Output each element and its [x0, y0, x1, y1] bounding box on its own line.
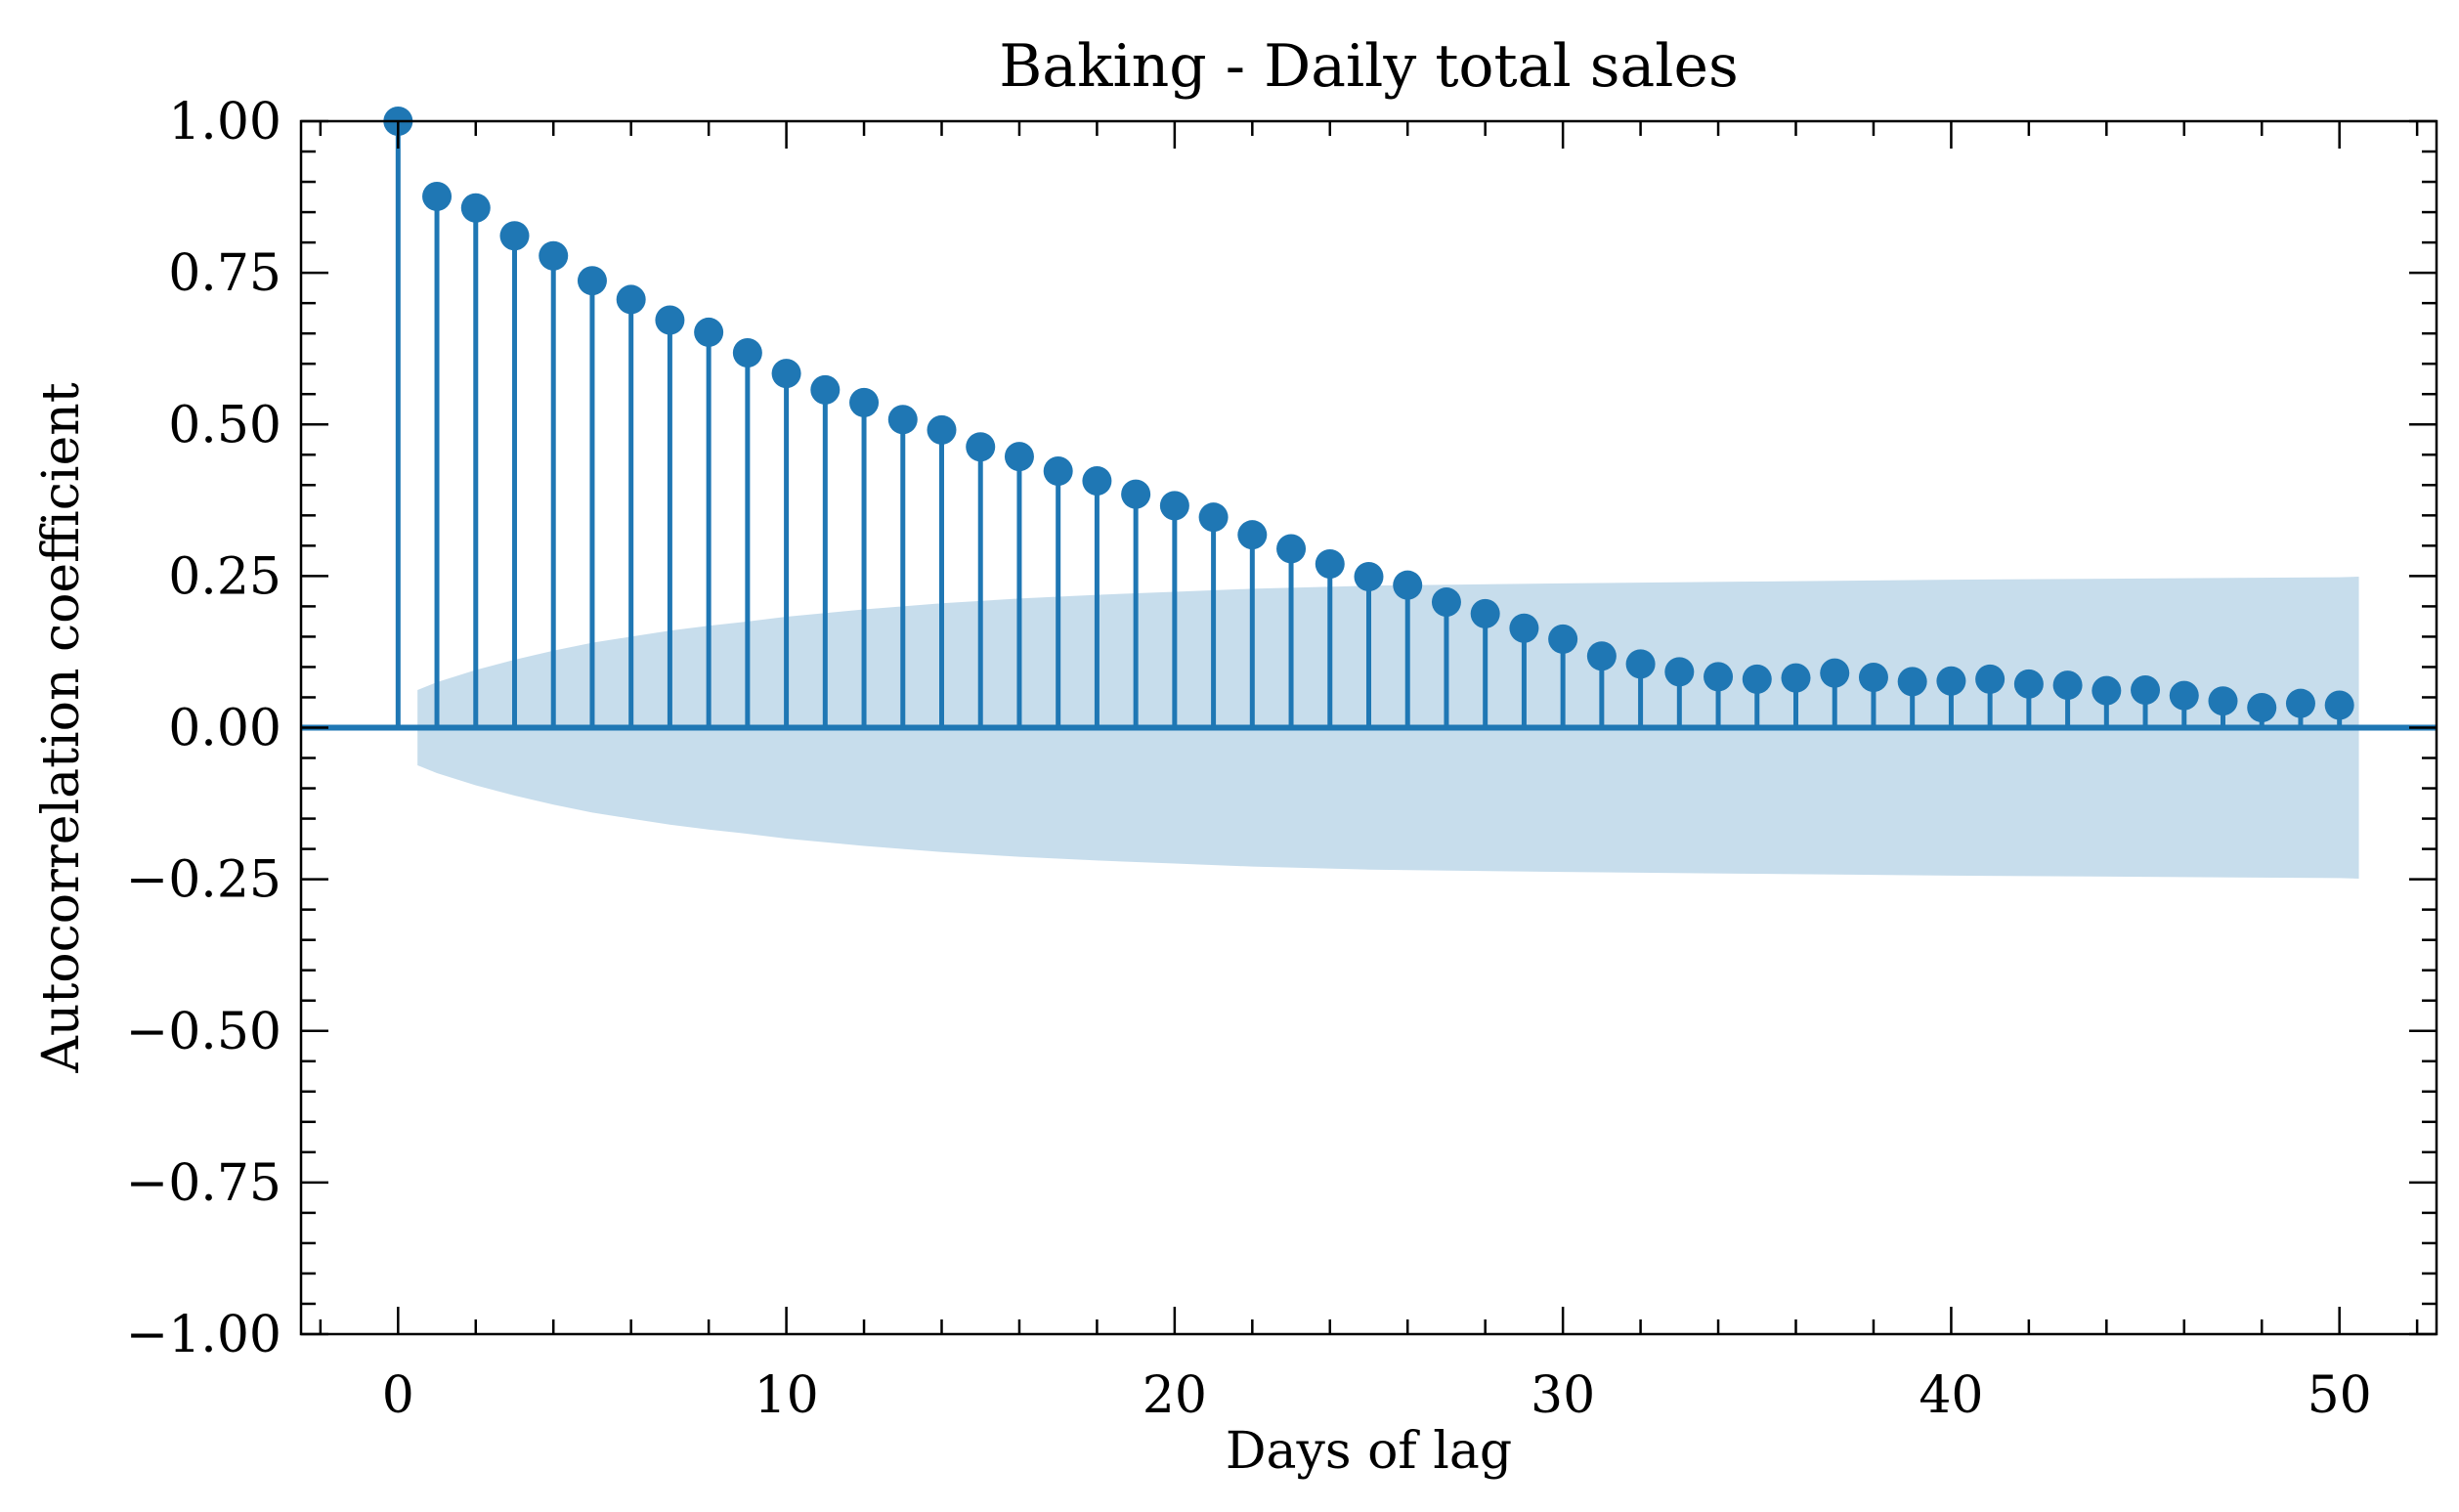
acf-marker	[1121, 479, 1151, 509]
acf-marker	[1082, 465, 1112, 496]
x-tick-label: 30	[1531, 1366, 1595, 1425]
acf-marker	[1276, 534, 1307, 564]
y-tick-label: −0.25	[126, 851, 281, 910]
acf-marker	[1975, 664, 2006, 694]
y-tick-label: −0.50	[126, 1003, 281, 1061]
acf-marker	[1198, 502, 1229, 533]
acf-marker	[927, 414, 957, 445]
acf-marker	[694, 317, 724, 347]
acf-marker	[1586, 641, 1617, 671]
acf-marker	[422, 181, 453, 211]
y-axis-label: Autocorrelation coefficient	[32, 382, 91, 1073]
acf-marker	[2324, 690, 2354, 720]
acf-marker	[2052, 670, 2083, 701]
acf-marker	[655, 305, 685, 335]
acf-marker	[1393, 570, 1423, 600]
acf-marker	[1237, 520, 1268, 550]
acf-marker	[771, 359, 801, 389]
acf-marker	[966, 432, 996, 462]
stems-layer	[395, 121, 2343, 728]
acf-marker	[2092, 675, 2122, 706]
x-tick-label: 40	[1919, 1366, 1983, 1425]
acf-marker	[2247, 693, 2277, 723]
acf-marker	[1043, 456, 1073, 487]
tick-labels-layer: 0 10 20 30 40 50 −1.00 −0.75 −0.50 −0.25 0.00 0.25 0…	[126, 93, 2372, 1425]
acf-marker	[1354, 561, 1384, 591]
acf-marker	[2285, 688, 2315, 718]
x-axis-label: Days of lag	[1226, 1422, 1512, 1481]
acf-marker	[499, 221, 530, 251]
acf-marker	[1704, 662, 1734, 692]
acf-marker	[1004, 442, 1034, 472]
ticks-layer	[301, 119, 2437, 1336]
acf-marker	[1625, 649, 1656, 679]
acf-marker	[577, 266, 607, 296]
acf-marker	[810, 374, 841, 405]
acf-marker	[2013, 669, 2044, 699]
y-tick-label: −0.75	[126, 1154, 281, 1213]
acf-marker	[616, 284, 646, 315]
x-tick-label: 20	[1143, 1366, 1207, 1425]
acf-marker	[1159, 491, 1189, 521]
acf-marker	[887, 405, 918, 435]
x-tick-label: 10	[755, 1366, 819, 1425]
x-tick-label: 50	[2308, 1366, 2372, 1425]
acf-marker	[1509, 613, 1539, 643]
acf-marker	[1781, 663, 1811, 693]
acf-marker	[1820, 658, 1850, 688]
acf-marker	[1936, 666, 1966, 696]
y-tick-label: −1.00	[126, 1306, 281, 1364]
x-tick-label: 0	[382, 1366, 414, 1425]
acf-marker	[1858, 662, 1888, 692]
y-tick-label: 0.00	[168, 700, 281, 758]
markers-layer	[383, 107, 2354, 723]
acf-marker	[1742, 664, 1772, 694]
acf-marker	[2169, 680, 2199, 711]
acf-marker	[539, 240, 569, 271]
acf-marker	[1897, 667, 1927, 697]
acf-marker	[1664, 657, 1695, 687]
chart-title: Baking - Daily total sales	[999, 32, 1739, 101]
acf-marker	[2131, 675, 2161, 706]
y-tick-label: 1.00	[168, 93, 281, 151]
y-tick-label: 0.75	[168, 244, 281, 303]
y-tick-label: 0.50	[168, 396, 281, 454]
acf-marker	[1431, 587, 1461, 618]
acf-marker	[460, 193, 491, 223]
acf-marker	[2208, 686, 2238, 716]
acf-marker	[1470, 598, 1500, 628]
acf-marker	[849, 387, 880, 417]
acf-marker	[732, 338, 762, 368]
acf-marker	[1315, 548, 1345, 579]
acf-marker	[1548, 624, 1578, 654]
y-tick-label: 0.25	[168, 547, 281, 606]
